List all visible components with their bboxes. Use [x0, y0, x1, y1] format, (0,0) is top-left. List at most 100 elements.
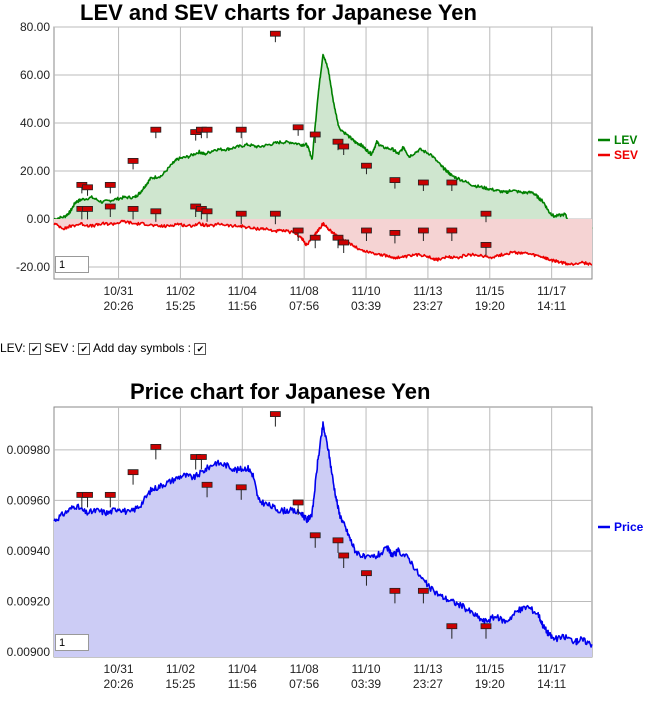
price-day-marker	[361, 570, 372, 577]
x-tick-time-2: 11:56	[228, 299, 257, 313]
sev-day-marker	[332, 234, 344, 241]
x-tick-time-5: 23:27	[413, 677, 443, 691]
price-day-marker	[292, 499, 304, 506]
series-lev-area	[54, 54, 592, 229]
y-tick-label-0: -20.00	[16, 260, 50, 274]
x-tick-date-1: 11/02	[166, 284, 195, 298]
x-tick-time-4: 03:39	[351, 299, 381, 313]
legend-label-price: Price	[614, 520, 644, 534]
x-tick-date-2: 11/04	[228, 662, 257, 676]
lev-day-marker	[150, 126, 162, 133]
x-tick-date-3: 11/08	[290, 284, 319, 298]
sev-day-marker	[389, 229, 401, 236]
x-tick-time-7: 14:11	[537, 677, 566, 691]
price-day-marker	[127, 469, 139, 476]
sev-day-marker	[417, 227, 429, 234]
x-tick-time-2: 11:56	[228, 677, 257, 691]
sev-day-marker	[269, 210, 281, 217]
x-tick-time-4: 03:39	[351, 677, 381, 691]
y-tick-label-4: 0.00980	[7, 443, 51, 457]
price-day-marker	[195, 454, 207, 460]
price-day-marker	[332, 537, 344, 544]
sev-day-marker	[446, 227, 458, 234]
x-tick-date-4: 11/10	[351, 662, 380, 676]
price-day-marker	[150, 444, 162, 450]
x-tick-time-3: 07:56	[289, 677, 319, 691]
x-tick-time-3: 07:56	[289, 299, 319, 313]
sev-day-marker	[361, 227, 372, 234]
y-tick-label-4: 60.00	[20, 68, 50, 82]
x-tick-time-1: 15:25	[165, 299, 195, 313]
price-day-marker	[82, 491, 93, 498]
price-day-marker	[269, 411, 281, 417]
sev-day-marker	[150, 208, 162, 215]
sev-day-marker	[235, 210, 247, 217]
x-tick-time-0: 20:26	[104, 299, 134, 313]
lev-day-marker	[389, 177, 401, 184]
lev-day-marker	[338, 143, 350, 150]
legend-label-lev: LEV	[614, 133, 637, 147]
x-tick-date-2: 11/04	[228, 284, 257, 298]
sev-day-marker	[309, 234, 321, 241]
price-day-marker	[338, 552, 350, 559]
y-tick-label-3: 0.00960	[7, 493, 51, 507]
price-day-marker	[201, 481, 213, 488]
x-tick-time-6: 19:20	[475, 677, 505, 691]
y-tick-label-2: 0.00940	[7, 544, 51, 558]
lev-sev-zoom-input[interactable]	[55, 256, 89, 273]
chart-options: LEV: ✔ SEV : ✔ Add day symbols : ✔	[0, 341, 207, 355]
price-day-marker	[235, 484, 247, 491]
lev-day-marker	[309, 131, 321, 138]
price-day-marker	[480, 623, 492, 630]
day-symbols-checkbox[interactable]: ✔	[194, 342, 207, 355]
lev-day-marker	[104, 181, 116, 188]
sev-day-marker	[201, 208, 213, 215]
price-zoom-input[interactable]	[55, 634, 89, 651]
y-tick-label-0: 0.00900	[7, 645, 51, 659]
x-tick-date-7: 11/17	[537, 284, 566, 298]
lev-day-marker	[332, 138, 344, 145]
x-tick-date-5: 11/13	[413, 662, 442, 676]
x-tick-time-7: 14:11	[537, 299, 566, 313]
x-tick-date-1: 11/02	[166, 662, 195, 676]
y-tick-label-1: 0.00	[27, 212, 51, 226]
sev-day-marker	[104, 203, 116, 210]
x-tick-date-6: 11/15	[475, 662, 504, 676]
sev-day-marker	[338, 239, 350, 246]
y-tick-label-2: 20.00	[20, 164, 50, 178]
lev-day-marker	[235, 126, 247, 133]
price-chart-title: Price chart for Japanese Yen	[130, 379, 431, 404]
x-tick-time-1: 15:25	[165, 677, 195, 691]
lev-day-marker	[201, 126, 213, 133]
series-lev-line	[53, 53, 593, 230]
lev-day-marker	[446, 179, 458, 186]
lev-day-marker	[82, 184, 93, 191]
price-day-marker	[389, 587, 401, 594]
lev-day-marker	[417, 179, 429, 186]
x-tick-time-5: 23:27	[413, 299, 443, 313]
x-tick-time-6: 19:20	[475, 299, 505, 313]
lev-day-marker	[361, 162, 372, 169]
y-tick-label-1: 0.00920	[7, 594, 51, 608]
price-day-marker	[104, 491, 116, 498]
x-tick-date-3: 11/08	[290, 662, 319, 676]
lev-day-marker	[480, 210, 492, 217]
lev-checkbox[interactable]: ✔	[28, 342, 41, 355]
series-sev-area	[54, 219, 592, 266]
y-tick-label-5: 80.00	[20, 20, 50, 34]
x-tick-date-4: 11/10	[351, 284, 380, 298]
lev-label: LEV:	[0, 341, 26, 355]
price-day-marker	[446, 623, 458, 630]
x-tick-date-6: 11/15	[475, 284, 504, 298]
series-price-area	[54, 421, 592, 657]
x-tick-date-7: 11/17	[537, 662, 566, 676]
sev-checkbox[interactable]: ✔	[78, 342, 91, 355]
sev-day-marker	[127, 205, 139, 212]
series-price-line	[53, 421, 593, 648]
x-tick-date-0: 10/31	[104, 284, 134, 298]
sev-day-marker	[292, 227, 304, 234]
legend-label-sev: SEV	[614, 148, 638, 162]
sev-day-marker	[480, 241, 492, 248]
lev-day-marker	[127, 157, 139, 164]
